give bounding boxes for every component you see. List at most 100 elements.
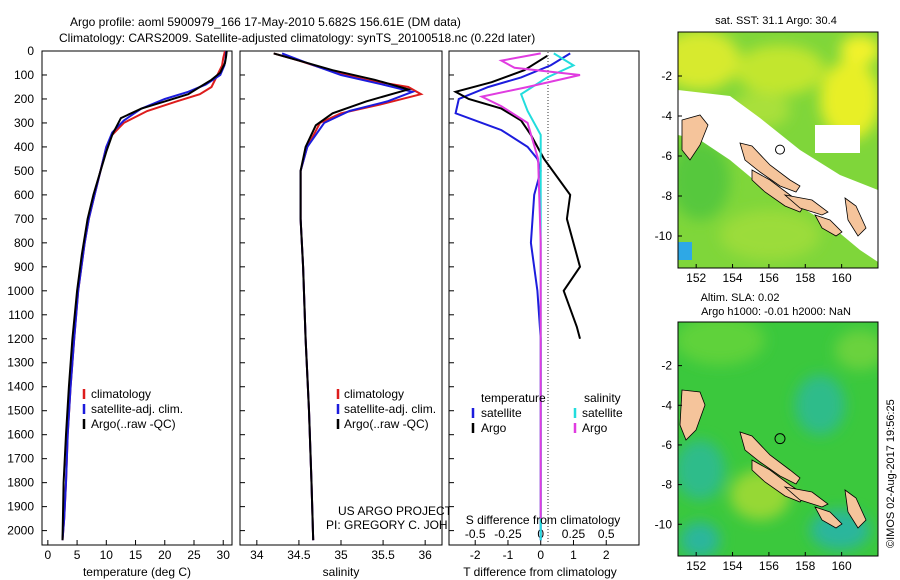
map-ytick-label: -2 [661,359,672,373]
map-ytick-label: -4 [661,398,672,412]
sla-map-frame [677,321,879,557]
sdiff-xtick-label: -0.5 [465,527,486,541]
temperature-plot-frame [41,50,233,546]
legend-label: satellite-adj. clim. [344,402,436,416]
sst-map-field [678,32,878,268]
map-ytick-label: -4 [661,109,672,123]
depth-ytick-label: 100 [14,68,34,82]
depth-ytick-label: 1300 [7,356,34,370]
sdiff-xtick-label: -0.25 [494,527,522,541]
map-ytick-label: -10 [655,229,673,243]
depth-ytick-label: 300 [14,116,34,130]
difference-ticks: -2 -1 0 1 2-0.5 -0.25 0 0.25 0.5 [449,50,615,562]
tdiff-xtick-label: 1 [570,548,577,562]
salinity-xtick-label: 35 [334,548,348,562]
salinity-xtick-label: 35.5 [371,548,395,562]
temperature-xtick-label: 10 [100,548,114,562]
depth-ytick-label: 700 [14,212,34,226]
salinity-panel: 34 34.5 35 35.5 36 climatologysatellite-adj.… [239,50,482,579]
figure-title-line2: Climatology: CARS2009. Satellite-adjuste… [59,31,535,45]
sst-map-panel: sat. SST: 31.1 Argo: 30.4 [655,15,879,285]
salinity-difference-xlabel: S difference from climatology [466,513,621,527]
temperature-ticks: 0 5 10 15 20 25 300100200300400500600700800900… [7,44,230,562]
copyright-stamp: ©IMOS 02-Aug-2017 19:56:25 [885,399,897,548]
project-credit: US ARGO PROJECT [338,504,453,518]
depth-ytick-label: 1500 [7,404,34,418]
map-ytick-label: -6 [661,438,672,452]
sst-map-ticks: 152 154 156 158 160 -2 -4 -6 -8 -10 [655,69,852,285]
salinity-xtick-label: 34.5 [287,548,311,562]
map-ytick-label: -8 [661,478,672,492]
temperature-xtick-label: 15 [129,548,143,562]
temperature-line-black [61,51,228,541]
temperature-xtick-label: 30 [217,548,231,562]
depth-ytick-label: 1400 [7,380,34,394]
legend-label: climatology [344,387,404,401]
temperature-xtick-label: 5 [74,548,81,562]
map-xtick-label: 158 [795,559,815,573]
legend-label: Argo [481,421,507,435]
depth-ytick-label: 2000 [7,524,34,538]
temperature-difference-xlabel: T difference from climatology [463,565,617,579]
map-xtick-label: 160 [832,271,852,285]
salinity-plot-frame [239,50,443,546]
sla-map-field [678,322,878,556]
depth-ytick-label: 1700 [7,452,34,466]
tdiff-xtick-label: -2 [470,548,481,562]
depth-ytick-label: 0 [27,44,34,58]
difference-plot-frame [448,50,640,546]
difference-series-group [452,52,582,541]
depth-ytick-label: 600 [14,188,34,202]
sst-map-title: sat. SST: 31.1 Argo: 30.4 [715,15,837,27]
legend-label: satellite [481,406,522,420]
tdiff-xtick-label: 0 [537,548,544,562]
depth-ytick-label: 500 [14,164,34,178]
legend-title-temperature: temperature [481,391,546,405]
legend-label: Argo [582,421,608,435]
depth-ytick-label: 1100 [8,308,34,322]
salinity-xtick-label: 36 [418,548,432,562]
sla-argo-marker [774,433,786,445]
legend-label: satellite [582,406,623,420]
depth-ytick-label: 1800 [7,476,34,490]
depth-ytick-label: 1600 [7,428,34,442]
map-xtick-label: 156 [759,559,779,573]
map-xtick-label: 158 [795,271,815,285]
temperature-xlabel: temperature (deg C) [83,565,191,579]
map-xtick-label: 160 [832,559,852,573]
sdiff-xtick-label: 0.25 [562,527,586,541]
sla-map-title: Altim. SLA: 0.02 [701,292,780,304]
map-xtick-label: 154 [723,271,743,285]
map-ytick-label: -2 [661,69,672,83]
temperature-xtick-label: 25 [187,548,201,562]
map-xtick-label: 152 [686,559,706,573]
tdiff-xtick-label: 2 [603,548,610,562]
legend-title-salinity: salinity [584,391,621,405]
sst-map-frame [677,31,879,269]
depth-ytick-label: 200 [14,92,34,106]
figure-title-line1: Argo profile: aoml 5900979_166 17-May-20… [70,15,461,29]
legend-label: Argo(..raw -QC) [344,417,429,431]
salinity-series-group [273,52,424,541]
legend-label: climatology [91,387,151,401]
map-xtick-label: 154 [723,559,743,573]
difference-panel: -2 -1 0 1 2-0.5 -0.25 0 0.25 0.5 temperature sali… [448,50,640,579]
depth-ytick-label: 800 [14,236,34,250]
map-ytick-label: -8 [661,189,672,203]
depth-ytick-label: 900 [14,260,34,274]
tdiff-xtick-label: -1 [503,548,514,562]
depth-ytick-label: 1900 [7,500,34,514]
depth-ytick-label: 400 [14,140,34,154]
temperature-xtick-label: 0 [45,548,52,562]
pi-credit: PI: GREGORY C. JOHNSON [326,518,482,532]
depth-ytick-label: 1000 [7,284,34,298]
map-ytick-label: -6 [661,149,672,163]
map-xtick-label: 152 [686,271,706,285]
salinity-ticks: 34 34.5 35 35.5 36 [240,50,432,562]
sdiff-xtick-label: 0.5 [598,527,615,541]
map-xtick-label: 156 [759,271,779,285]
